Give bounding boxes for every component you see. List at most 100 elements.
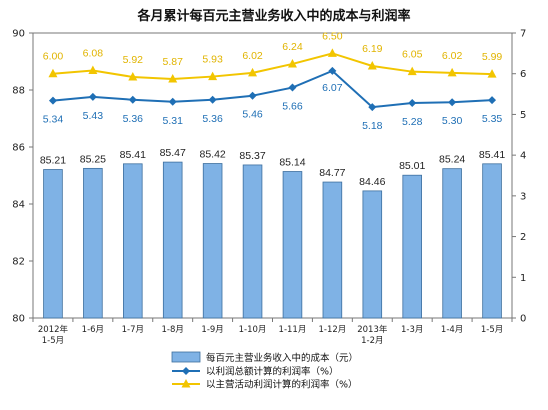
triangle-marker	[128, 71, 138, 81]
legend-bar-label: 每百元主营业务收入中的成本（元）	[206, 352, 358, 364]
right-tick-label: 7	[520, 29, 526, 40]
chart-title: 各月累计每百元主营业务收入中的成本与利润率	[136, 8, 410, 24]
bar-value-label: 85.01	[399, 160, 425, 172]
total-profit-margin-label: 5.36	[123, 113, 144, 125]
triangle-marker	[487, 69, 497, 78]
diamond-marker	[168, 97, 177, 106]
legend-yellow-label: 以主营活动利润计算的利润率（%）	[206, 379, 358, 391]
left-tick-label: 80	[12, 314, 25, 325]
bar	[83, 167, 103, 319]
main-activity-margin-label: 6.05	[402, 49, 423, 61]
bar-value-label: 85.37	[239, 150, 265, 162]
main-activity-margin-label: 6.08	[83, 47, 104, 59]
diamond-marker	[288, 83, 297, 92]
bar-value-label: 85.42	[199, 149, 225, 161]
right-tick-label: 1	[520, 273, 526, 284]
line-total-profit-margin	[52, 69, 493, 109]
main-activity-margin-label: 5.99	[482, 51, 503, 63]
x-tick-label: 2013年 1-2月	[357, 324, 388, 346]
left-tick-label: 86	[12, 143, 25, 154]
main-activity-margin-label: 6.50	[322, 30, 343, 42]
bar	[242, 164, 263, 319]
x-tick-label: 1-12月	[318, 325, 346, 335]
total-profit-margin-label: 5.43	[83, 110, 104, 122]
diamond-marker	[328, 66, 337, 75]
x-tick-label: 1-8月	[162, 325, 184, 335]
total-profit-margin-label: 5.18	[362, 120, 383, 132]
triangle-marker	[447, 67, 457, 77]
legend: 每百元主营业务收入中的成本（元） 以利润总额计算的利润率（%）以主营活动利润计算的…	[171, 351, 358, 391]
main-activity-margin-label: 6.19	[362, 43, 383, 55]
total-profit-margin-label: 5.35	[482, 113, 503, 125]
main-activity-margin-label: 5.87	[162, 56, 183, 68]
main-activity-margin-label: 6.02	[242, 50, 263, 62]
bar-series	[43, 161, 502, 319]
bar	[162, 161, 183, 319]
diamond-marker	[208, 95, 217, 104]
total-profit-margin-label: 5.66	[282, 101, 303, 113]
diamond-marker	[448, 98, 457, 107]
right-tick-label: 3	[520, 191, 526, 202]
diamond-marker	[128, 95, 137, 104]
triangle-marker	[168, 74, 178, 83]
triangle-marker	[88, 65, 98, 74]
right-tick-label: 2	[520, 232, 526, 243]
bar	[202, 163, 223, 319]
triangle-marker	[327, 48, 337, 57]
total-profit-margin-label: 5.34	[43, 114, 64, 126]
total-profit-margin-label: 5.36	[202, 113, 223, 125]
total-profit-margin-label: 5.46	[242, 109, 263, 121]
main-activity-margin-label: 6.02	[442, 50, 463, 62]
triangle-marker	[367, 60, 377, 70]
main-activity-margin-label: 5.92	[123, 54, 144, 66]
plot-frame	[32, 32, 513, 319]
x-tick-label: 1-5月	[481, 325, 503, 335]
bar	[402, 174, 422, 319]
left-tick-label: 90	[12, 29, 25, 40]
bar	[123, 163, 143, 319]
legend-bar-swatch	[171, 351, 201, 363]
x-tick-label: 2012年 1-5月	[38, 324, 69, 346]
main-activity-margin-label: 6.24	[282, 41, 303, 53]
bar-value-label: 85.47	[160, 147, 186, 159]
bar	[482, 163, 502, 319]
line-main-activity-margin	[52, 52, 493, 81]
data-labels: 85.21 85.25 85.41 85.47 85.42 85.37 85.14 84.77…	[40, 30, 506, 188]
triangle-marker	[208, 71, 218, 81]
bar	[442, 168, 462, 319]
total-profit-margin-label: 5.28	[402, 116, 423, 128]
diamond-marker	[48, 96, 57, 105]
bar-value-label: 85.41	[479, 149, 505, 161]
bar	[362, 190, 383, 319]
legend-blue-label: 以利润总额计算的利润率（%）	[206, 366, 339, 378]
x-tick-label: 1-7月	[122, 325, 144, 335]
bar-value-label: 85.21	[40, 155, 66, 167]
bar	[43, 169, 63, 319]
right-tick-label: 5	[520, 110, 526, 121]
diamond-marker	[88, 92, 97, 101]
bar-value-label: 85.25	[80, 153, 106, 165]
x-tick-label: 1-9月	[201, 325, 223, 335]
main-activity-margin-label: 6.00	[43, 51, 64, 63]
bar-value-label: 84.46	[359, 176, 385, 188]
axes: 80 82 84 86 88 90 0 1 2 3 4 5 6 7 2012年 1-5月 1-6月 1-7月 1-8…	[12, 29, 526, 347]
x-tick-label: 1-6月	[82, 325, 104, 335]
x-tick-label: 1-3月	[401, 325, 423, 335]
total-profit-margin-label: 5.30	[442, 115, 463, 127]
left-tick-label: 84	[12, 200, 25, 211]
triangle-marker	[287, 58, 297, 68]
legend-triangle-icon	[181, 379, 191, 388]
right-tick-label: 0	[520, 314, 526, 325]
line-series	[48, 48, 497, 112]
triangle-marker	[248, 67, 258, 77]
right-tick-label: 6	[520, 69, 526, 80]
bar-value-label: 85.14	[279, 157, 305, 169]
triangle-marker	[48, 68, 58, 78]
left-tick-label: 82	[12, 257, 25, 268]
legend-diamond-icon	[182, 367, 190, 375]
total-profit-margin-label: 5.31	[162, 115, 183, 127]
x-tick-label: 1-11月	[279, 325, 307, 335]
bar	[282, 171, 303, 319]
bar-value-label: 84.77	[319, 167, 345, 179]
triangle-marker	[407, 66, 417, 76]
